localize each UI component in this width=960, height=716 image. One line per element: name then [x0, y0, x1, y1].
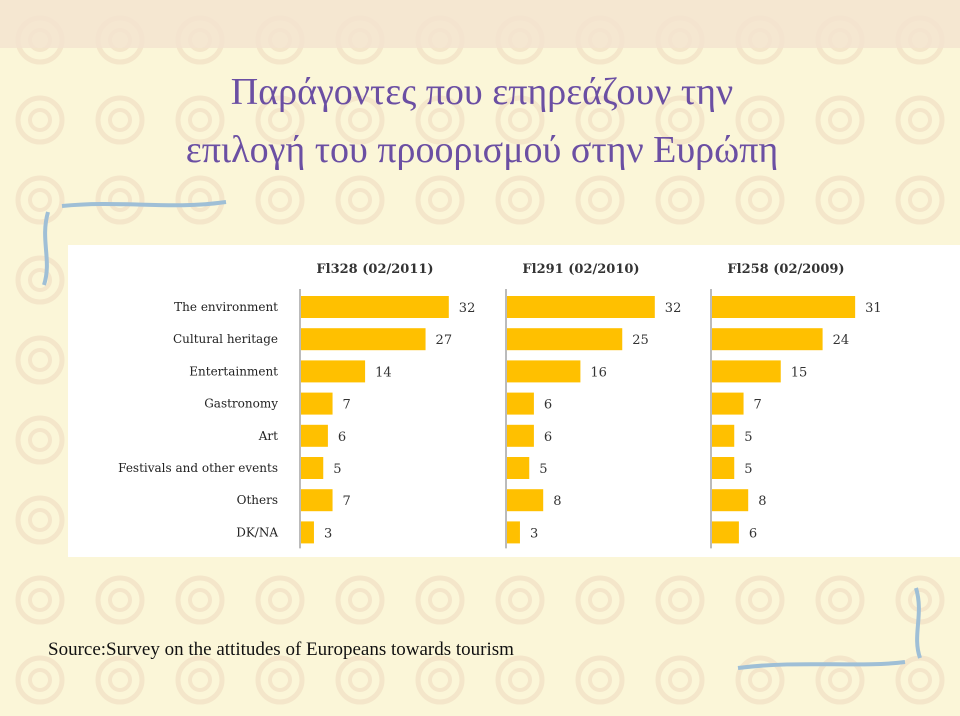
bar: [506, 360, 581, 383]
bar: [506, 392, 534, 415]
category-label: Art: [258, 429, 278, 443]
bar: [300, 489, 333, 512]
value-label: 8: [553, 494, 561, 509]
panel-title: Fl291 (02/2010): [522, 262, 639, 277]
value-label: 8: [758, 494, 766, 509]
bar: [300, 328, 426, 351]
value-label: 3: [324, 526, 332, 541]
category-label: Others: [237, 493, 278, 507]
value-label: 24: [833, 333, 850, 348]
decoration: [42, 211, 50, 286]
value-label: 6: [544, 430, 552, 445]
bar: [506, 521, 520, 544]
bar: [300, 360, 366, 383]
value-label: 32: [665, 301, 682, 316]
category-label: Festivals and other events: [118, 461, 278, 475]
value-label: 16: [590, 365, 607, 380]
bar: [711, 392, 744, 415]
slide-title: επιλογή του προορισμού στην Ευρώπη: [186, 129, 778, 171]
bar: [506, 489, 544, 512]
bar: [506, 296, 655, 318]
bar: [711, 328, 823, 351]
bar: [711, 457, 735, 479]
value-label: 32: [459, 301, 476, 316]
bar: [711, 360, 781, 383]
value-label: 6: [749, 526, 757, 541]
bar: [300, 424, 328, 447]
bar: [506, 457, 530, 479]
category-label: Gastronomy: [204, 397, 278, 411]
value-label: 27: [436, 333, 453, 348]
top-band: [0, 0, 960, 48]
value-label: 7: [754, 398, 762, 413]
value-label: 25: [632, 333, 649, 348]
bar: [506, 328, 623, 351]
panel-title: Fl328 (02/2011): [316, 262, 433, 277]
decoration: [61, 200, 227, 208]
value-label: 15: [791, 365, 808, 380]
category-label: The environment: [174, 300, 278, 314]
bar: [300, 296, 449, 318]
decoration: [737, 660, 906, 670]
bar: [711, 521, 739, 544]
category-label: Cultural heritage: [173, 332, 278, 346]
bar: [711, 296, 856, 318]
value-label: 31: [865, 301, 882, 316]
bar: [711, 489, 749, 512]
panel-title: Fl258 (02/2009): [727, 262, 844, 277]
value-label: 14: [375, 365, 392, 380]
bar: [300, 521, 314, 544]
bar: [300, 457, 324, 479]
value-label: 3: [530, 526, 538, 541]
charts: The environment Cultural heritage Entertai…: [118, 262, 882, 549]
value-label: 7: [343, 398, 351, 413]
value-label: 5: [333, 462, 341, 477]
decoration: [914, 587, 922, 659]
bar: [711, 424, 735, 447]
category-label: DK/NA: [236, 525, 278, 539]
category-label: Entertainment: [189, 364, 278, 378]
source: Source:Survey on the attitudes of Europe…: [48, 639, 514, 660]
bar: [300, 392, 333, 415]
value-label: 7: [343, 494, 351, 509]
value-label: 6: [338, 430, 346, 445]
bar: [506, 424, 534, 447]
value-label: 6: [544, 398, 552, 413]
slide-title: Παράγοντες που επηρεάζουν την: [231, 71, 733, 113]
value-label: 5: [744, 430, 752, 445]
value-label: 5: [744, 462, 752, 477]
value-label: 5: [539, 462, 547, 477]
